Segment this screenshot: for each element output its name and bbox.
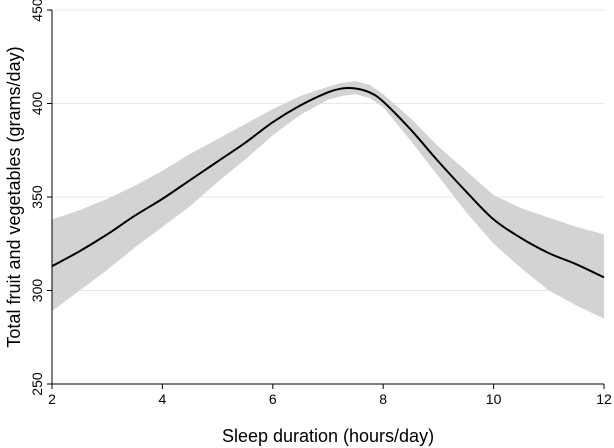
x-tick-label: 2	[48, 391, 56, 407]
x-tick-label: 6	[269, 391, 277, 407]
fit-line	[51, 87, 605, 279]
y-axis-title: Total fruit and vegetables (grams/day)	[4, 46, 24, 347]
x-tick-label: 12	[596, 391, 612, 407]
x-axis-title: Sleep duration (hours/day)	[222, 426, 434, 446]
y-tick-label: 250	[29, 372, 45, 396]
x-tick-label: 8	[379, 391, 387, 407]
x-tick-labels: 2 4 6 8 10 12	[48, 391, 612, 407]
x-tick-label: 4	[159, 391, 167, 407]
confidence-band	[52, 81, 604, 319]
x-tick-label: 10	[486, 391, 502, 407]
y-tick-label: 400	[29, 92, 45, 116]
y-tick-labels: 250 300 350 400 450	[29, 0, 45, 396]
axes	[47, 9, 605, 389]
y-tick-label: 450	[29, 0, 45, 22]
y-tick-label: 300	[29, 279, 45, 303]
y-tick-label: 350	[29, 185, 45, 209]
